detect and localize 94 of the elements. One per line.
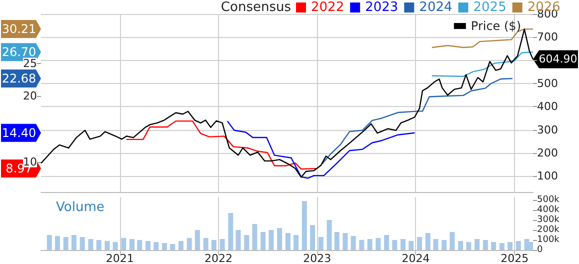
bar (384, 235, 390, 250)
annotation: 14.40 (2, 126, 36, 140)
bar (342, 233, 348, 250)
y-tick-label: 20 (23, 90, 37, 103)
bar (318, 237, 324, 250)
bar (137, 240, 142, 250)
bar (112, 242, 118, 250)
bar (528, 242, 534, 250)
y-tick-label: 300k (537, 215, 560, 225)
bar (228, 213, 234, 250)
bar (145, 241, 150, 250)
bar (417, 237, 422, 250)
bar (516, 241, 521, 250)
annotation: 22.68 (2, 72, 36, 86)
line-series (126, 120, 317, 170)
bar (63, 237, 68, 250)
y2-tick-label: 500 (537, 77, 558, 90)
bar (408, 241, 414, 250)
bar (359, 240, 364, 250)
bar (194, 230, 200, 250)
y-tick-label: 100k (537, 235, 560, 245)
bar (130, 239, 135, 250)
y2-tick-label: 700 (537, 30, 558, 44)
bar (499, 243, 504, 250)
bar (260, 232, 266, 250)
y2-tick-label: 300 (537, 123, 558, 136)
bar (170, 244, 176, 250)
x-tick-label: 2024 (402, 252, 430, 264)
bar (367, 239, 372, 250)
bar (80, 237, 85, 250)
bar (46, 235, 52, 250)
bar (88, 239, 94, 250)
y-tick-label: 25 (23, 56, 37, 70)
bar (392, 240, 398, 250)
bar (277, 228, 282, 250)
line-series (431, 51, 534, 77)
legend-label: 2022 (311, 0, 344, 15)
legend-title: Consensus (220, 0, 292, 15)
bar (104, 241, 110, 250)
bar (350, 236, 356, 250)
bar (442, 240, 447, 250)
bar (178, 241, 184, 250)
line-series (322, 78, 514, 164)
bar (54, 236, 60, 250)
bar (482, 240, 488, 250)
y-tick-label: 200k (537, 225, 560, 235)
legend-label: Price ($) (470, 19, 522, 33)
bar (302, 201, 307, 250)
bar (203, 238, 208, 250)
bar (310, 225, 316, 250)
bar (186, 238, 192, 250)
bar (121, 238, 126, 250)
y-tick-label: 500k (537, 195, 560, 205)
bar (334, 232, 340, 250)
legend-label: 2023 (365, 0, 398, 15)
legend-label: 2024 (419, 0, 452, 15)
bar (508, 242, 513, 250)
x-tick-label: 2021 (106, 252, 134, 264)
bar (71, 235, 76, 250)
bar (458, 241, 464, 250)
y-tick-label: 400k (537, 205, 560, 215)
line-series (226, 120, 416, 179)
bar (220, 239, 225, 250)
bar (450, 232, 455, 250)
bar (211, 240, 216, 250)
bar (376, 238, 381, 250)
annotation: 26.70 (2, 45, 36, 60)
bar (466, 242, 472, 250)
y2-tick-label: 200 (537, 146, 558, 160)
bar (236, 230, 241, 250)
annotation: 30.21 (2, 22, 36, 36)
bar (285, 233, 290, 250)
x-tick-label: 2025 (500, 252, 529, 264)
bar (96, 240, 102, 250)
bar (474, 239, 480, 250)
bar (252, 224, 258, 250)
bar (268, 230, 274, 250)
bar (244, 235, 250, 250)
y2-tick-label: 400 (537, 100, 558, 114)
bar (425, 233, 430, 250)
bar (294, 235, 299, 250)
bar (491, 242, 496, 250)
x-tick-label: 2022 (204, 252, 233, 264)
bar (162, 243, 167, 250)
bar (154, 242, 159, 250)
bar (400, 239, 406, 250)
chart-title: Volume (56, 200, 104, 215)
bar (326, 220, 332, 250)
bar (433, 239, 438, 250)
x-tick-label: 2023 (303, 252, 332, 264)
data-label: 604.90 (538, 52, 578, 66)
legend-label: 2025 (473, 0, 506, 15)
y2-tick-label: 100 (537, 170, 558, 183)
y-tick-label: 0 (537, 245, 543, 255)
